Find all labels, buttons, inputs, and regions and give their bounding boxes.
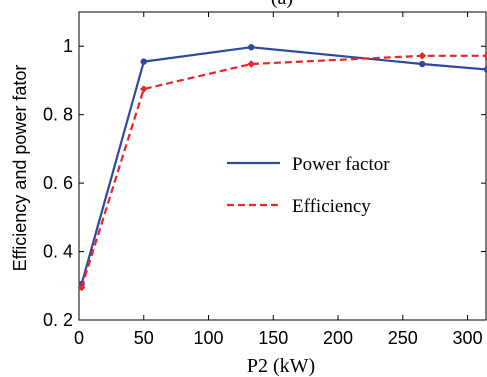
data-point bbox=[139, 85, 148, 93]
x-tick-label: 100 bbox=[194, 328, 224, 348]
y-axis-ticks: 0. 2 0. 4 0. 6 0. 8 1 bbox=[43, 36, 486, 330]
chart-title: (a) bbox=[271, 0, 293, 9]
legend-item: Efficiency bbox=[227, 196, 371, 217]
y-tick-label: 0. 8 bbox=[43, 105, 73, 125]
x-axis-ticks: 0 50 100 150 200 250 300 bbox=[74, 12, 483, 348]
plot-frame bbox=[78, 11, 487, 321]
data-point bbox=[483, 52, 487, 60]
y-tick-label: 0. 4 bbox=[43, 242, 73, 262]
x-axis-title: P2 (kW) bbox=[247, 355, 315, 377]
legend-item: Power factor bbox=[227, 154, 390, 175]
y-axis-title: Efficiency and power fator bbox=[10, 65, 30, 272]
series-efficiency bbox=[77, 52, 487, 292]
x-tick-label: 250 bbox=[388, 328, 418, 348]
legend-label: Power factor bbox=[292, 154, 390, 175]
data-point bbox=[483, 66, 487, 73]
series-line bbox=[80, 54, 487, 288]
x-tick-label: 0 bbox=[74, 328, 84, 348]
legend-label: Efficiency bbox=[292, 196, 371, 217]
x-tick-label: 300 bbox=[453, 328, 483, 348]
data-point bbox=[248, 44, 255, 51]
data-point bbox=[140, 58, 147, 65]
data-point bbox=[247, 60, 256, 68]
data-point bbox=[77, 283, 86, 292]
x-tick-label: 150 bbox=[258, 328, 288, 348]
legend: Power factor Efficiency bbox=[227, 154, 390, 217]
x-tick-label: 200 bbox=[323, 328, 353, 348]
y-tick-label: 1 bbox=[63, 36, 73, 56]
plot-area bbox=[78, 11, 487, 321]
y-tick-label: 0. 6 bbox=[43, 173, 73, 193]
series-layer bbox=[77, 44, 487, 292]
x-tick-label: 50 bbox=[134, 328, 154, 348]
data-point bbox=[418, 52, 427, 60]
data-point bbox=[419, 60, 426, 68]
y-tick-label: 0. 2 bbox=[43, 310, 73, 330]
